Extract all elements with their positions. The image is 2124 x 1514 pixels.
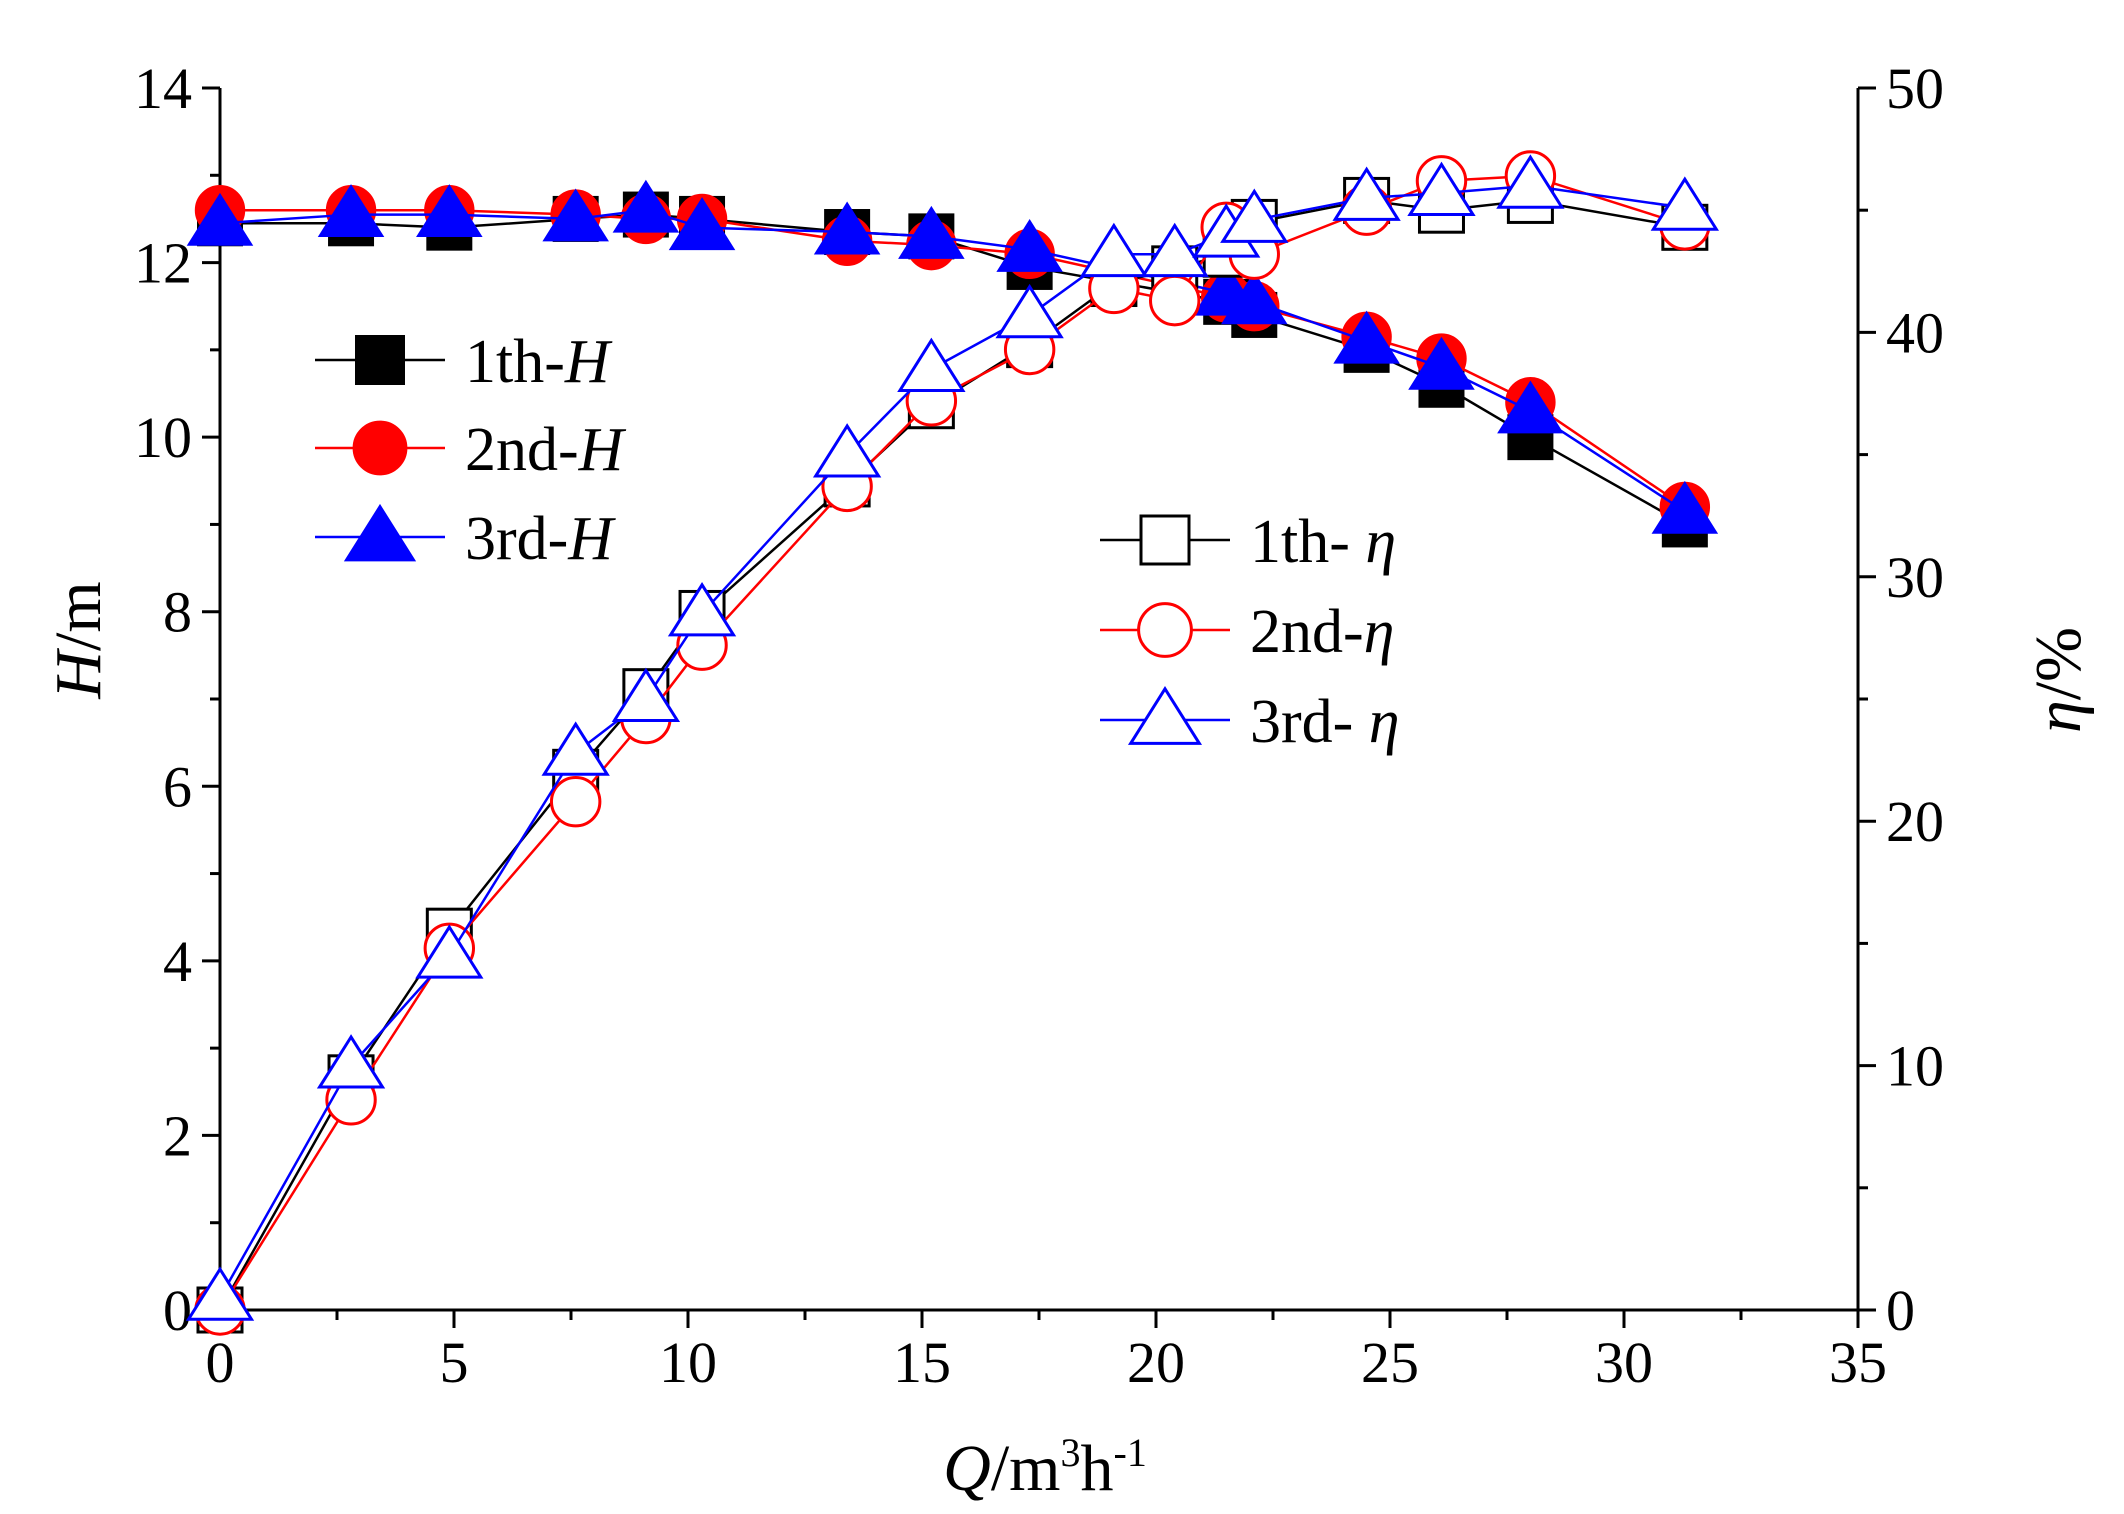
y-right-tick-label: 30 (1886, 545, 1944, 610)
data-point (1220, 188, 1289, 243)
data-point (1650, 176, 1720, 231)
y-left-tick-label: 12 (134, 231, 192, 296)
y-left-tick-label: 4 (163, 929, 192, 994)
data-point (898, 205, 965, 259)
series-3rd-h (186, 179, 1719, 534)
data-point (1140, 222, 1209, 278)
y-left-tick-label: 6 (163, 754, 192, 819)
legend-item: 3rd- η (1100, 685, 1400, 756)
data-point (1407, 161, 1476, 217)
series-layer (185, 150, 1720, 1336)
legend: 1th-H 2nd-H 3rd-H 1th- η 2nd-η 3rd- η (315, 328, 1400, 756)
legend-marker (1139, 514, 1191, 566)
legend-item: 2nd-η (1100, 598, 1394, 666)
data-point (1651, 480, 1719, 534)
y-right-tick-label: 20 (1886, 789, 1944, 854)
x-tick-label: 5 (440, 1330, 469, 1395)
y-left-tick-label: 2 (163, 1103, 192, 1168)
legend-item: 1th- η (1100, 508, 1396, 576)
data-point (416, 184, 483, 238)
data-point (897, 337, 966, 393)
data-point (415, 924, 484, 979)
data-point (995, 283, 1064, 339)
x-tick-label: 15 (893, 1330, 951, 1395)
y-right-tick-label: 0 (1886, 1278, 1915, 1343)
x-axis-title: Q/m3h-1 (943, 1430, 1147, 1505)
data-point (612, 179, 680, 233)
y-right-tick-label: 50 (1886, 56, 1944, 121)
legend-label: 2nd-H (465, 416, 627, 484)
y-axis-right-title: η/% (2022, 627, 2095, 733)
data-point (1496, 154, 1565, 209)
legend-label: 2nd-η (1250, 598, 1394, 666)
series-1th-η (196, 176, 1709, 1334)
data-point (542, 188, 609, 242)
y-left-tick-label: 0 (163, 1278, 192, 1343)
data-point (812, 423, 882, 478)
series-3rd-η (185, 154, 1720, 1321)
data-point (317, 184, 385, 238)
legend-marker (1127, 685, 1203, 745)
y-right-tick-label: 10 (1886, 1034, 1944, 1099)
axis-ticks (202, 86, 1876, 1328)
series-line (218, 174, 1686, 1311)
y-right-tick-label: 40 (1886, 300, 1944, 365)
legend-marker (355, 335, 405, 385)
legend-item: 2nd-H (315, 416, 627, 484)
legend-marker (352, 420, 408, 476)
data-point (1332, 166, 1401, 221)
legend-label: 3rd- η (1250, 688, 1400, 756)
data-point (996, 218, 1063, 272)
data-point (813, 201, 881, 255)
y-left-tick-label: 14 (134, 56, 192, 121)
data-point (1221, 271, 1288, 325)
legend-marker (1137, 602, 1193, 658)
data-point (185, 1266, 255, 1321)
data-point (611, 667, 681, 722)
data-point (1408, 336, 1475, 390)
x-tick-label: 35 (1829, 1330, 1887, 1395)
data-point (1079, 222, 1149, 278)
x-tick-label: 10 (659, 1330, 717, 1395)
series-2nd-η (194, 150, 1711, 1336)
legend-label: 1th-H (465, 328, 613, 396)
x-tick-label: 0 (206, 1330, 235, 1395)
data-point (668, 197, 736, 251)
legend-label: 1th- η (1250, 508, 1396, 576)
legend-item: 1th-H (315, 328, 613, 396)
data-point (1149, 274, 1201, 327)
data-point (549, 775, 602, 828)
data-point (1497, 380, 1564, 434)
y-left-tick-label: 10 (134, 405, 192, 470)
data-point (186, 192, 254, 246)
x-tick-label: 20 (1127, 1330, 1185, 1395)
data-point (541, 721, 610, 776)
legend-item: 3rd-H (315, 503, 616, 573)
x-tick-label: 25 (1361, 1330, 1419, 1395)
y-axis-left-title: H/m (42, 581, 115, 699)
y-left-tick-label: 8 (163, 580, 192, 645)
data-point (667, 582, 737, 637)
legend-label: 3rd-H (465, 505, 616, 573)
x-tick-label: 30 (1595, 1330, 1653, 1395)
data-point (1333, 310, 1400, 364)
legend-marker (343, 503, 417, 562)
data-point (316, 1034, 386, 1089)
